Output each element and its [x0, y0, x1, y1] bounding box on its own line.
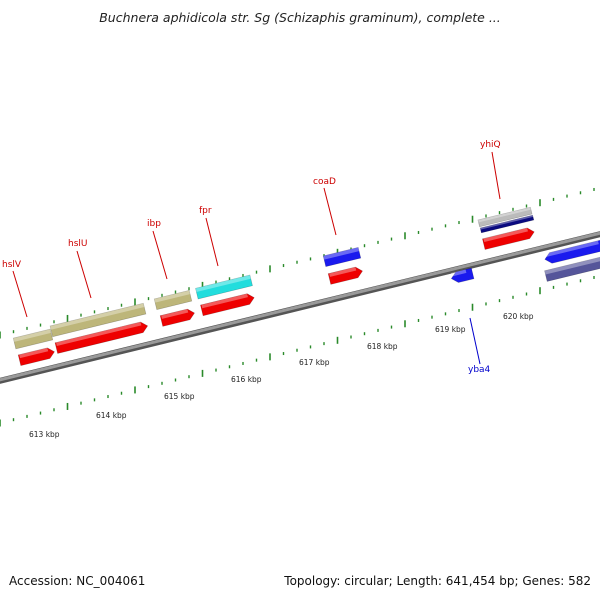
- tick-labels: 613 kbp 614 kbp 615 kbp 616 kbp 617 kbp 618 k…: [29, 312, 534, 439]
- cds-ibp[interactable]: [159, 308, 196, 327]
- leader-line: [491, 151, 501, 200]
- tick-label: 617 kbp: [299, 358, 330, 367]
- gene-fpr[interactable]: [195, 274, 253, 300]
- leader-line: [323, 187, 337, 236]
- cds-yhiQ[interactable]: [482, 226, 535, 250]
- map-title: Buchnera aphidicola str. Sg (Schizaphis …: [99, 10, 501, 25]
- cds-fpr[interactable]: [200, 292, 255, 317]
- gene-reverse-right[interactable]: [544, 238, 600, 264]
- gene-label[interactable]: hslU: [68, 239, 87, 249]
- gene-reverse-right-lower[interactable]: [544, 256, 600, 282]
- gene-yhiQ-sub[interactable]: [479, 214, 535, 234]
- leader-line: [12, 270, 28, 318]
- gene-label[interactable]: yba4: [468, 365, 491, 375]
- cds-hslU[interactable]: [54, 321, 149, 354]
- gene-hslV[interactable]: [12, 328, 54, 350]
- tick-label: 618 kbp: [367, 342, 398, 351]
- gene-label[interactable]: ibp: [147, 219, 161, 229]
- backbone: [0, 231, 600, 384]
- tick-label: 616 kbp: [231, 375, 262, 384]
- leader-line: [205, 217, 219, 267]
- gene-label[interactable]: coaD: [313, 177, 336, 187]
- cds-coaD[interactable]: [327, 266, 364, 285]
- tick-label: 619 kbp: [435, 325, 466, 334]
- gene-ibp[interactable]: [153, 290, 193, 310]
- tick-label: 615 kbp: [164, 392, 195, 401]
- cds-hslV[interactable]: [17, 346, 56, 366]
- gene-coaD[interactable]: [322, 247, 362, 267]
- accession-text: Accession: NC_004061: [9, 574, 146, 588]
- tick-label: 620 kbp: [503, 312, 534, 321]
- gene-label[interactable]: fpr: [199, 206, 212, 216]
- genome-summary-text: Topology: circular; Length: 641,454 bp; …: [284, 574, 591, 588]
- gene-hslU[interactable]: [49, 302, 147, 338]
- outer-tick-track: [0, 187, 595, 339]
- leader-line: [152, 230, 168, 280]
- gene-label[interactable]: hslV: [2, 260, 22, 270]
- tick-label: 613 kbp: [29, 430, 60, 439]
- gene-yhiQ[interactable]: [477, 206, 533, 228]
- leader-line: [469, 317, 481, 365]
- gene-label[interactable]: yhiQ: [480, 140, 501, 150]
- leader-line: [76, 250, 92, 299]
- tick-label: 614 kbp: [96, 411, 127, 420]
- inner-tick-track: [0, 275, 595, 427]
- gene-yba4[interactable]: [450, 267, 475, 284]
